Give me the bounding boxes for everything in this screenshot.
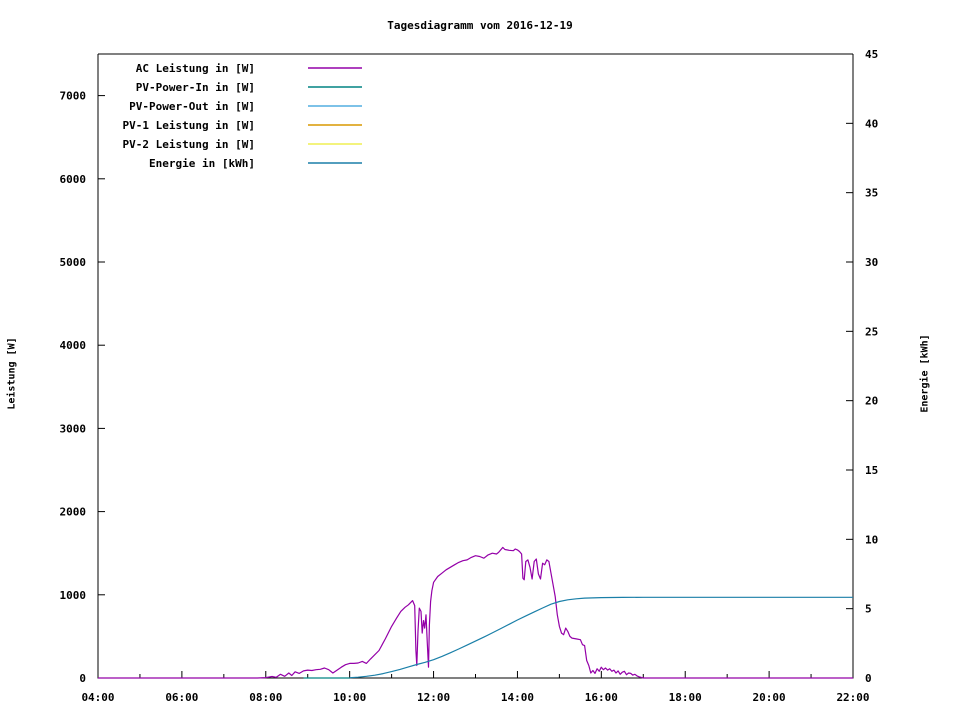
y2-tick-label: 10	[865, 533, 878, 546]
series-line-0	[98, 546, 853, 679]
y-tick-label: 0	[79, 672, 86, 685]
y2-tick-label: 0	[865, 672, 872, 685]
legend-label-0: AC Leistung in [W]	[136, 62, 255, 75]
legend-label-1: PV-Power-In in [W]	[136, 81, 255, 94]
y2-tick-label: 25	[865, 325, 878, 338]
legend-label-4: PV-2 Leistung in [W]	[123, 138, 255, 151]
y-tick-label: 4000	[60, 339, 87, 352]
legend-label-3: PV-1 Leistung in [W]	[123, 119, 255, 132]
y2-tick-label: 30	[865, 256, 878, 269]
x-tick-label: 22:00	[836, 691, 869, 704]
y-tick-label: 6000	[60, 173, 87, 186]
y-tick-label: 2000	[60, 506, 87, 519]
x-tick-label: 12:00	[417, 691, 450, 704]
y2-tick-label: 20	[865, 395, 878, 408]
y-tick-label: 3000	[60, 422, 87, 435]
y-tick-label: 5000	[60, 256, 87, 269]
x-tick-label: 10:00	[333, 691, 366, 704]
y-tick-label: 7000	[60, 90, 87, 103]
y2-tick-label: 15	[865, 464, 878, 477]
series-line-5	[349, 596, 853, 679]
x-tick-label: 04:00	[81, 691, 114, 704]
x-tick-label: 14:00	[501, 691, 534, 704]
x-tick-label: 06:00	[165, 691, 198, 704]
x-tick-label: 08:00	[249, 691, 282, 704]
x-tick-label: 18:00	[669, 691, 702, 704]
x-tick-label: 16:00	[585, 691, 618, 704]
legend-label-5: Energie in [kWh]	[149, 157, 255, 170]
y-tick-label: 1000	[60, 589, 87, 602]
legend-label-2: PV-Power-Out in [W]	[129, 100, 255, 113]
y2-tick-label: 5	[865, 603, 872, 616]
y2-tick-label: 35	[865, 187, 878, 200]
y2-tick-label: 40	[865, 117, 878, 130]
chart-title: Tagesdiagramm vom 2016-12-19	[387, 19, 573, 32]
x-tick-label: 20:00	[753, 691, 786, 704]
y2-tick-label: 45	[865, 48, 878, 61]
